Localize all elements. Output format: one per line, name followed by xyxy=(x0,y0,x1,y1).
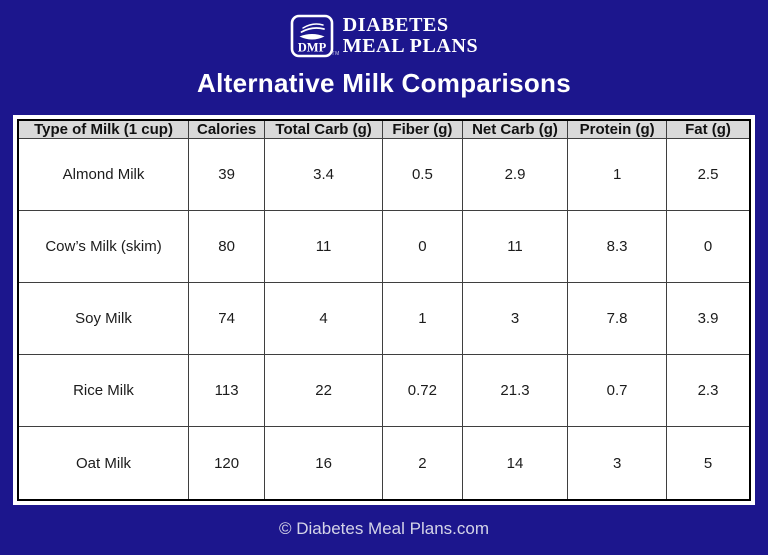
column-header: Calories xyxy=(188,119,266,140)
table-cell: 1 xyxy=(567,138,668,212)
row-label: Oat Milk xyxy=(17,425,190,501)
table-cell: 14 xyxy=(461,425,569,501)
column-header: Protein (g) xyxy=(567,119,668,140)
table-cell: 3 xyxy=(567,425,668,501)
row-label: Rice Milk xyxy=(17,354,190,427)
table-cell: 80 xyxy=(188,210,266,284)
table-cell: 2.3 xyxy=(666,354,751,427)
table-cell: 3.4 xyxy=(264,138,384,212)
copyright-footer: © Diabetes Meal Plans.com xyxy=(278,519,489,539)
brand-header: DMP TM DIABETES MEAL PLANS xyxy=(0,0,768,59)
row-label: Almond Milk xyxy=(17,138,190,212)
column-header: Net Carb (g) xyxy=(461,119,569,140)
table-cell: 4 xyxy=(264,282,384,356)
table-cell: 2.5 xyxy=(666,138,751,212)
table-cell: 2 xyxy=(382,425,463,501)
table-cell: 0.5 xyxy=(382,138,463,212)
table-row: Rice Milk 113 22 0.72 21.3 0.7 2.3 xyxy=(17,354,751,427)
table-cell: 1 xyxy=(382,282,463,356)
table-cell: 3 xyxy=(461,282,569,356)
table-cell: 2.9 xyxy=(461,138,569,212)
table-header-row: Type of Milk (1 cup) Calories Total Carb (… xyxy=(17,119,751,140)
logo-acronym: DMP xyxy=(298,41,327,55)
column-header: Type of Milk (1 cup) xyxy=(17,119,190,140)
table-row: Cow’s Milk (skim) 80 11 0 11 8.3 0 xyxy=(17,210,751,284)
table-cell: 11 xyxy=(461,210,569,284)
table-cell: 113 xyxy=(188,354,266,427)
brand-line-1: DIABETES xyxy=(342,14,449,36)
milk-comparison-table: Type of Milk (1 cup) Calories Total Carb (… xyxy=(17,119,751,502)
table-row: Almond Milk 39 3.4 0.5 2.9 1 2.5 xyxy=(17,138,751,212)
table-panel: Type of Milk (1 cup) Calories Total Carb (… xyxy=(13,115,755,506)
table-cell: 0 xyxy=(382,210,463,284)
table-cell: 5 xyxy=(666,425,751,501)
table-cell: 0.7 xyxy=(567,354,668,427)
page-title: Alternative Milk Comparisons xyxy=(197,68,571,98)
table-cell: 16 xyxy=(264,425,384,501)
table-cell: 11 xyxy=(264,210,384,284)
table-row: Soy Milk 74 4 1 3 7.8 3.9 xyxy=(17,282,751,356)
table-cell: 0.72 xyxy=(382,354,463,427)
table-cell: 74 xyxy=(188,282,266,356)
table-cell: 120 xyxy=(188,425,266,501)
table-row: Oat Milk 120 16 2 14 3 5 xyxy=(17,425,751,501)
table-cell: 8.3 xyxy=(567,210,668,284)
table-cell: 7.8 xyxy=(567,282,668,356)
column-header: Fat (g) xyxy=(666,119,751,140)
dmp-plate-icon: DMP xyxy=(290,14,334,58)
table-cell: 21.3 xyxy=(461,354,569,427)
row-label: Cow’s Milk (skim) xyxy=(17,210,190,284)
dmp-logo: DMP TM xyxy=(290,13,339,59)
trademark-symbol: TM xyxy=(331,51,340,57)
table-cell: 3.9 xyxy=(666,282,751,356)
table-cell: 0 xyxy=(666,210,751,284)
column-header: Fiber (g) xyxy=(382,119,463,140)
table-cell: 22 xyxy=(264,354,384,427)
brand-line-2: MEAL PLANS xyxy=(342,35,479,57)
table-cell: 39 xyxy=(188,138,266,212)
column-header: Total Carb (g) xyxy=(264,119,384,140)
brand-wordmark: DIABETES MEAL PLANS xyxy=(343,15,478,57)
row-label: Soy Milk xyxy=(17,282,190,356)
